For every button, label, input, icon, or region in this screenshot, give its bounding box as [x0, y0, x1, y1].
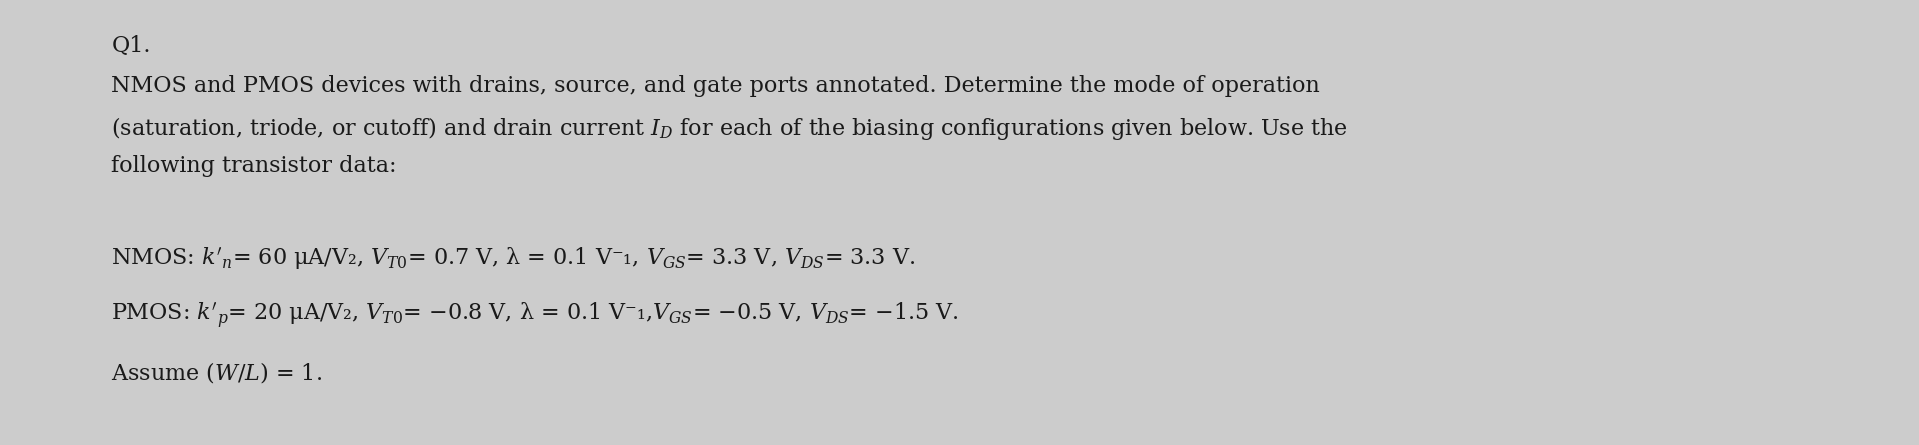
Text: Q1.: Q1.: [111, 35, 152, 57]
Text: PMOS: $k'_p$= 20 μA/V₂, $V_{T0}$= −0.8 V, λ = 0.1 V⁻₁,$V_{GS}$= −0.5 V, $V_{DS}$: PMOS: $k'_p$= 20 μA/V₂, $V_{T0}$= −0.8 V…: [111, 300, 960, 330]
Text: NMOS and PMOS devices with drains, source, and gate ports annotated. Determine t: NMOS and PMOS devices with drains, sourc…: [111, 75, 1320, 97]
Text: following transistor data:: following transistor data:: [111, 155, 397, 177]
Text: NMOS: $k'_n$= 60 μA/V₂, $V_{T0}$= 0.7 V, λ = 0.1 V⁻₁, $V_{GS}$= 3.3 V, $V_{DS}$=: NMOS: $k'_n$= 60 μA/V₂, $V_{T0}$= 0.7 V,…: [111, 245, 915, 271]
Text: Assume $(W/L)$ = 1.: Assume $(W/L)$ = 1.: [111, 360, 322, 385]
Text: (saturation, triode, or cutoff) and drain current $I_D$ for each of the biasing : (saturation, triode, or cutoff) and drai…: [111, 115, 1349, 142]
